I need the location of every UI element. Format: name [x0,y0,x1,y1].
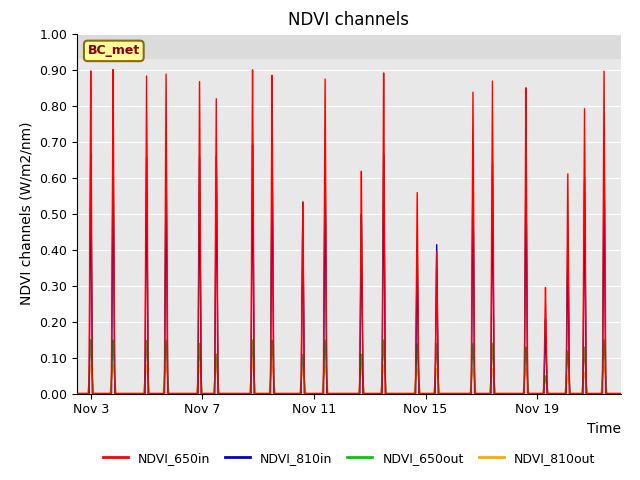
X-axis label: Time: Time [587,422,621,436]
Legend: NDVI_650in, NDVI_810in, NDVI_650out, NDVI_810out: NDVI_650in, NDVI_810in, NDVI_650out, NDV… [97,447,600,469]
Y-axis label: NDVI channels (W/m2/nm): NDVI channels (W/m2/nm) [20,122,33,305]
Title: NDVI channels: NDVI channels [288,11,410,29]
Text: BC_met: BC_met [88,44,140,58]
Bar [77,34,621,59]
